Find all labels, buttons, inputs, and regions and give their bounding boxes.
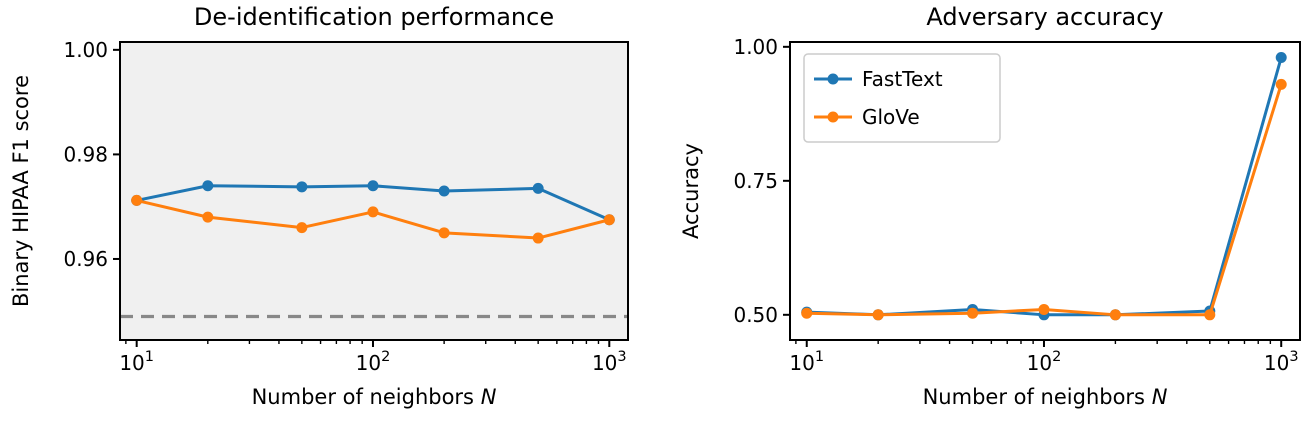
x-tick-label: 102 [1027,349,1062,375]
x-axis-label: Number of neighbors N [923,385,1168,409]
data-point-glove [131,194,143,206]
chart-deidentification-performance: 101 102 103 0.96 0.98 1.00 De-identification p… [9,3,629,409]
data-point-fasttext [532,182,544,194]
y-tick-label: 0.50 [733,303,778,327]
y-tick-label: 1.00 [733,35,778,59]
legend-label: FastText [862,67,943,91]
data-point-glove [603,214,615,226]
data-point-fasttext [202,180,214,192]
y-tick-label: 0.96 [63,247,108,271]
data-point-glove [532,232,544,244]
data-point-glove [1204,309,1216,321]
data-point-fasttext [438,185,450,197]
x-tick-label: 102 [356,349,391,375]
y-tick-label: 1.00 [63,38,108,62]
x-tick-label: 103 [592,349,627,375]
data-point-glove [872,309,884,321]
data-point-glove [438,227,450,239]
data-point-glove [1275,78,1287,90]
axes-spines [789,41,1301,341]
data-point-glove [202,211,214,223]
y-tick-label: 0.75 [733,169,778,193]
data-point-glove [367,206,379,218]
chart-adversary-accuracy: 101 102 103 0.50 0.75 1.00 Adversary accuracy N… [679,3,1301,409]
axes-spines [119,41,629,341]
y-axis-label: Accuracy [679,143,703,239]
chart-title: De-identification performance [194,3,554,31]
x-tick-label: 101 [789,349,824,375]
data-point-glove [1109,309,1121,321]
legend-marker [827,111,839,123]
data-point-glove [967,307,979,319]
data-point-glove [296,222,308,234]
legend-label: GloVe [862,105,920,129]
x-axis-label: Number of neighbors N [252,385,497,409]
data-point-fasttext [296,181,308,193]
legend-box [803,53,1001,143]
x-tick-label: 103 [1264,349,1299,375]
y-tick-label: 0.98 [63,142,108,166]
data-point-glove [1038,303,1050,315]
x-tick-label: 101 [119,349,154,375]
y-axis-label: Binary HIPAA F1 score [9,75,33,307]
data-point-fasttext [367,180,379,192]
data-point-glove [801,307,813,319]
legend-marker [827,73,839,85]
data-point-fasttext [1275,52,1287,64]
chart-title: Adversary accuracy [926,3,1163,31]
